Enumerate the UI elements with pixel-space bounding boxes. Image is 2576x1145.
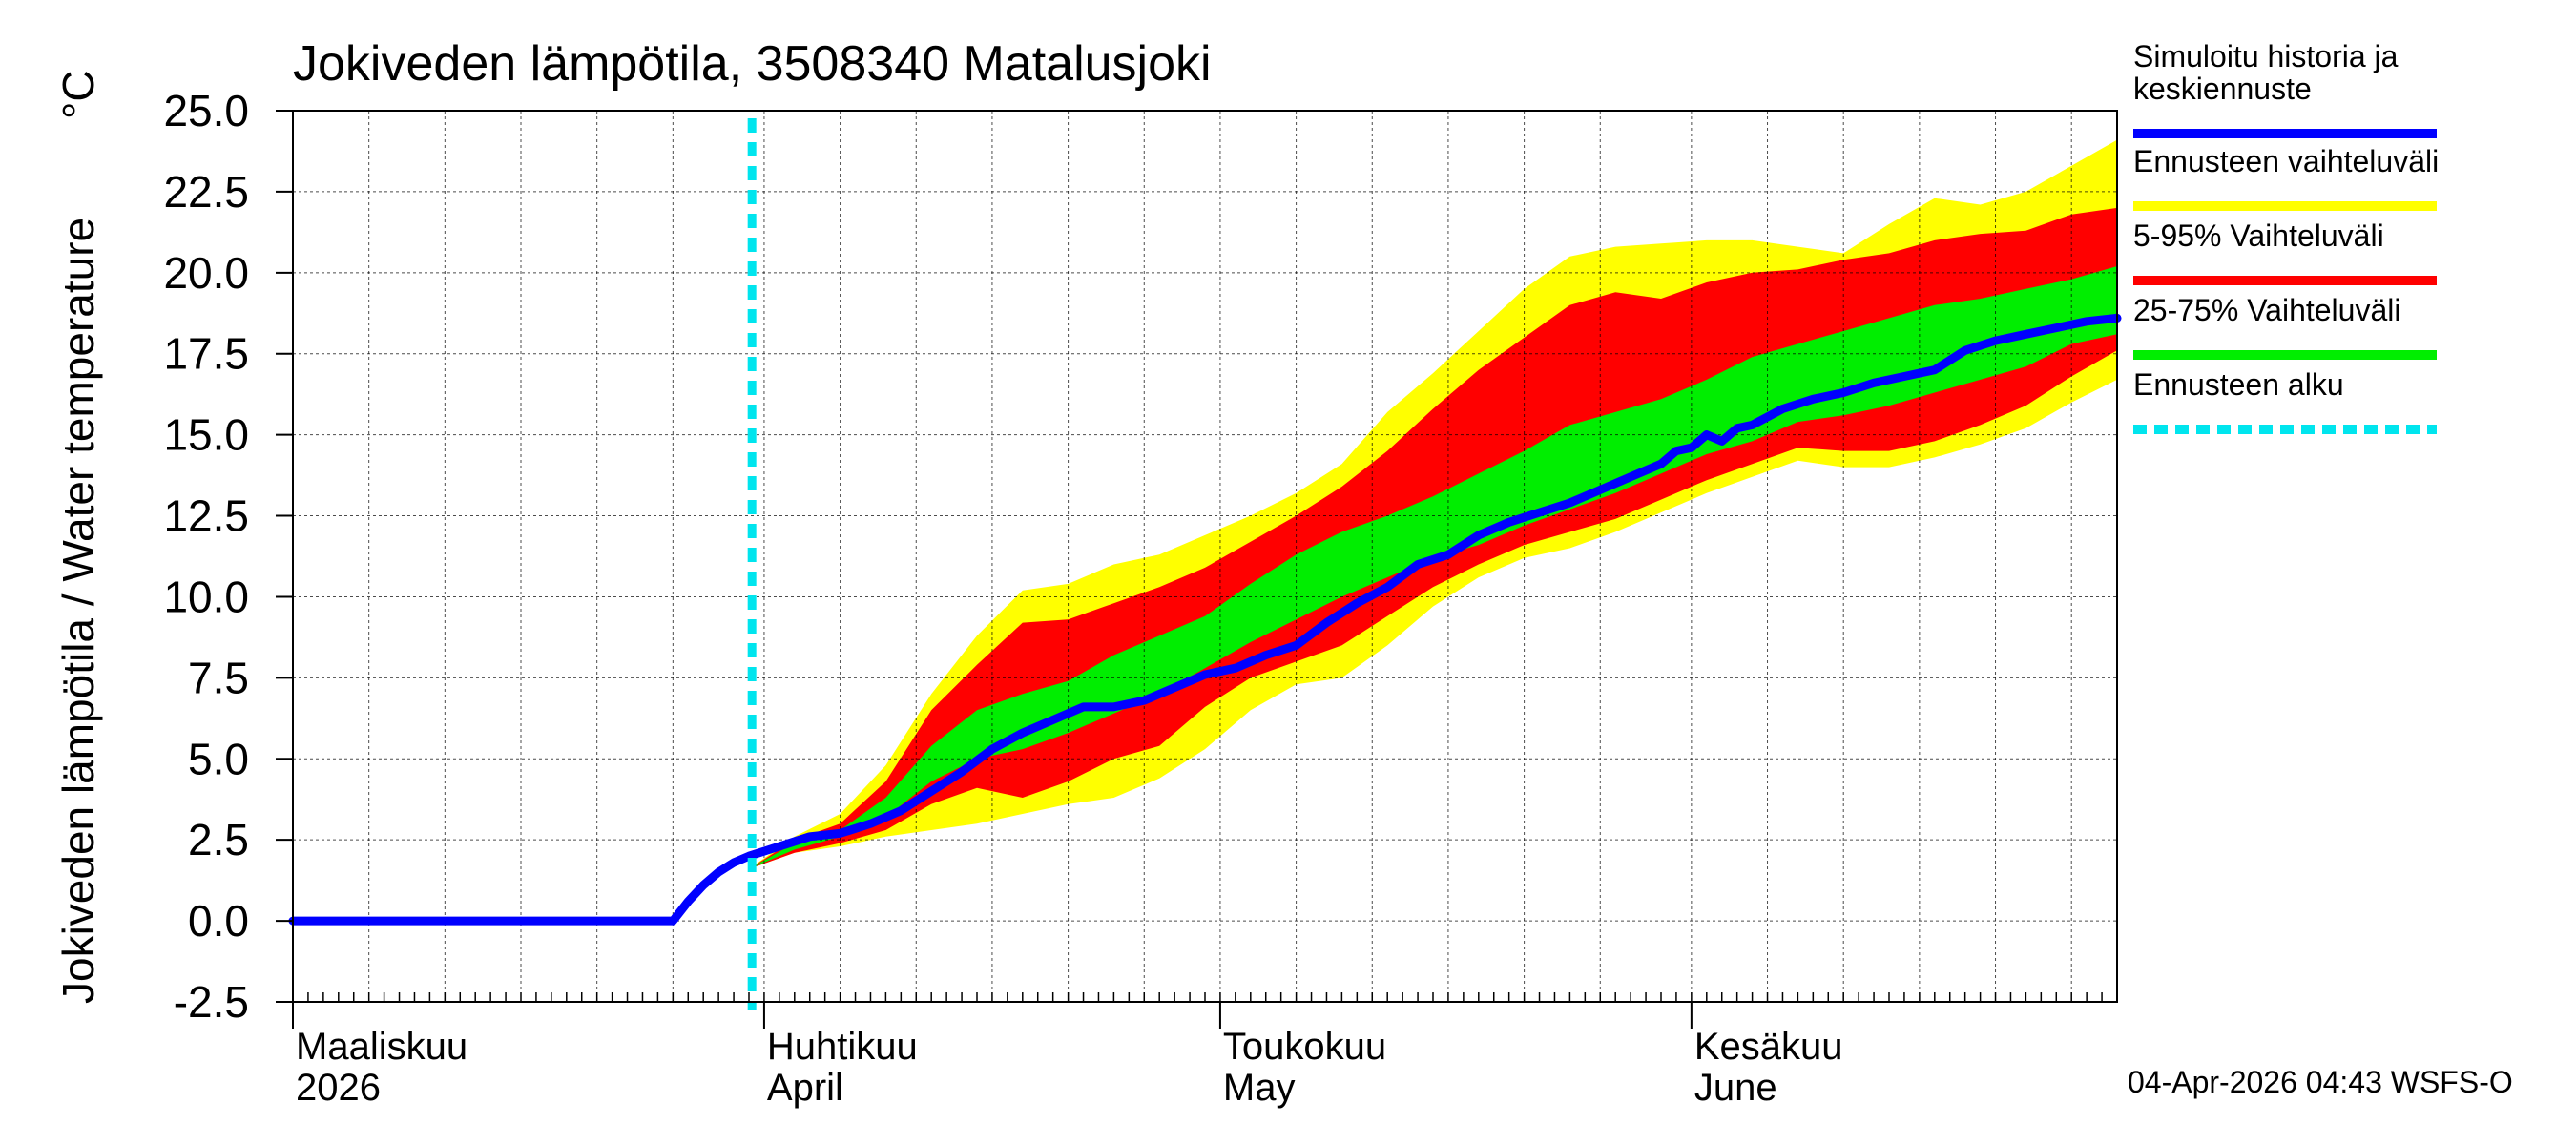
y-tick-label: 20.0 [163,248,249,298]
x-month-label: Toukokuu [1223,1026,1386,1068]
legend-label: keskiennuste [2133,72,2312,106]
y-tick-label: 17.5 [163,329,249,379]
legend-label: 25-75% Vaihteluväli [2133,293,2400,327]
series-lines [288,118,2122,1010]
y-tick-label: 5.0 [188,734,249,783]
y-tick-label: 12.5 [163,491,249,541]
legend-label: 5-95% Vaihteluväli [2133,219,2384,253]
x-month-sublabel: May [1223,1067,1296,1109]
y-axis-labels: -2.5 0.0 2.5 5.0 7.5 10.0 12.5 15.0 17.5 20.0 22.5… [163,86,293,1027]
x-minor-ticks [292,992,2118,1029]
x-month-label: Huhtikuu [767,1026,918,1068]
y-tick-label: 15.0 [163,410,249,460]
y-tick-label: 7.5 [188,653,249,702]
x-month-sublabel: 2026 [296,1067,381,1109]
x-month-sublabel: June [1694,1067,1777,1109]
y-axis-unit: °C [53,70,103,119]
y-tick-label: 22.5 [163,167,249,217]
legend-label: Ennusteen vaihteluväli [2133,144,2439,178]
x-month-label: Maaliskuu [296,1026,467,1068]
x-month-sublabel: April [767,1067,843,1109]
legend-label: Ennusteen alku [2133,367,2344,402]
legend-label: Simuloitu historia ja [2133,39,2399,73]
chart-title: Jokiveden lämpötila, 3508340 Matalusjoki [293,36,1212,92]
y-tick-label: 2.5 [188,815,249,864]
y-tick-label: 0.0 [188,896,249,946]
y-tick-label: -2.5 [174,977,249,1027]
y-axis-label: Jokiveden lämpötila / Water temperature [53,218,103,1004]
x-month-label: Kesäkuu [1694,1026,1843,1068]
footer-timestamp: 04-Apr-2026 04:43 WSFS-O [2128,1065,2513,1099]
series-line-keskiennuste [288,313,2122,926]
y-tick-label: 10.0 [163,572,249,621]
y-tick-label: 25.0 [163,86,249,135]
